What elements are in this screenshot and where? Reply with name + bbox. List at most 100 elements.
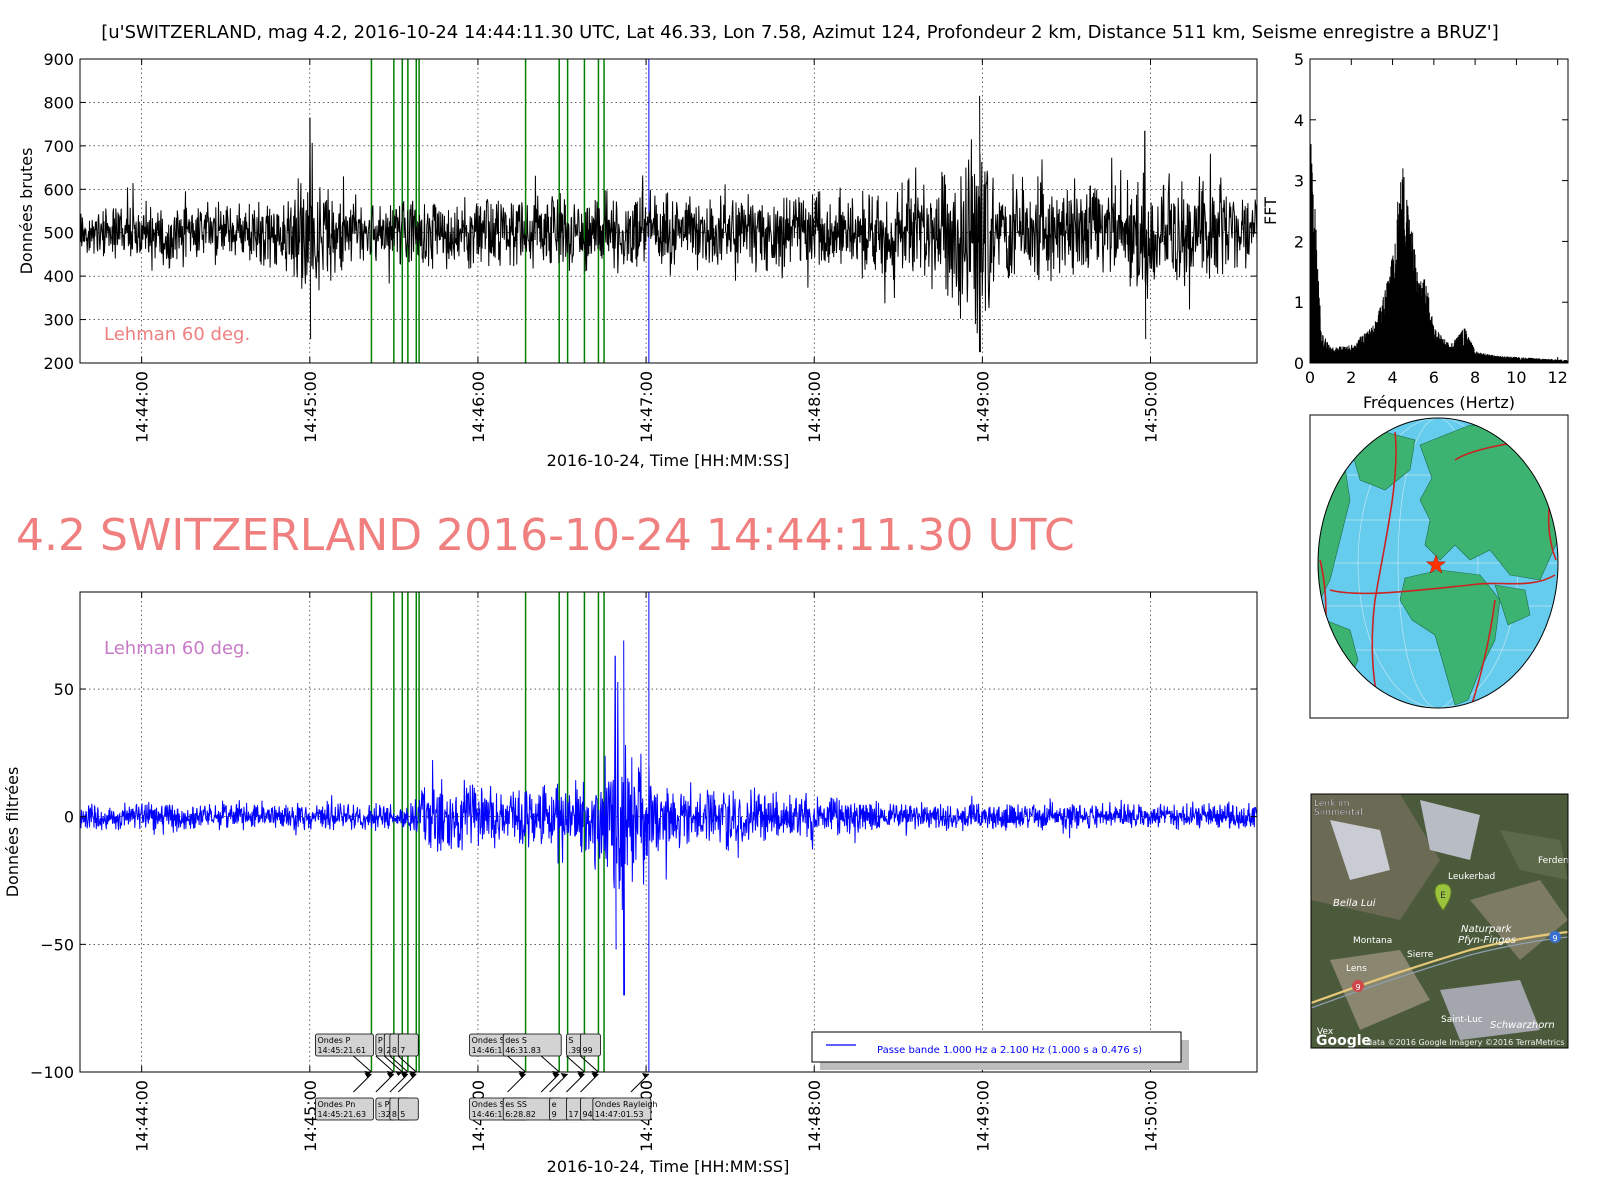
x-tick-label: 14:47:00 [637, 371, 656, 443]
phase-label-time: 5 [400, 1110, 405, 1119]
fft-y-tick-label: 0 [1294, 354, 1304, 373]
y-tick-label: 200 [43, 354, 74, 373]
fft-plot-frame [1309, 58, 1569, 364]
x-tick-label: 14:49:00 [973, 1080, 992, 1152]
phase-label-time: 6:28.82 [505, 1110, 536, 1119]
world-map [1309, 414, 1569, 719]
phase-label-name: Ondes Sn [472, 1036, 510, 1045]
phase-label-arrowhead [386, 1073, 394, 1078]
phase-label-box [502, 1033, 562, 1057]
phase-label-box [315, 1033, 374, 1057]
header-title: [u'SWITZERLAND, mag 4.2, 2016-10-24 14:4… [101, 22, 1499, 43]
fft-x-tick-label: 0 [1305, 368, 1315, 387]
phase-label-arrowhead [518, 1073, 526, 1078]
phase-label-time: .39 [568, 1046, 581, 1055]
fft-x-tick-label: 2 [1346, 368, 1356, 387]
phase-label-arrowhead [560, 1073, 568, 1078]
phase-label-name: Ondes S [472, 1100, 505, 1109]
fft-y-tick-label: 1 [1294, 293, 1304, 312]
phase-label-name: des S [505, 1036, 527, 1045]
phase-label-arrowhead [400, 1073, 408, 1078]
x-tick-label: 14:45:00 [301, 371, 320, 443]
phase-label-time: 94 [582, 1110, 592, 1119]
map-label-6: Montana [1353, 936, 1392, 946]
y-tick-label: −100 [30, 1063, 74, 1082]
phase-label-name: Ondes Pn [317, 1100, 355, 1109]
phase-label-arrowhead [409, 1073, 417, 1078]
fft-y-tick-label: 5 [1294, 50, 1304, 69]
fft-xlabel: Fréquences (Hertz) [1363, 393, 1515, 412]
x-tick-label: 14:50:00 [1142, 1080, 1161, 1152]
fft-y-tick-label: 4 [1294, 111, 1304, 130]
map-label-8: Lens [1346, 964, 1367, 974]
phase-label-arrow [580, 1055, 599, 1073]
phase-label-time: 7 [400, 1046, 405, 1055]
phase-label-time: 2 [386, 1046, 391, 1055]
phase-label-box [580, 1033, 601, 1057]
phase-label-time: 14:46:16.53 [472, 1110, 521, 1119]
satellite-map: 9 9 E Lenk im Simmental Leukerbad Ferden… [1310, 793, 1569, 1049]
map-label-2: Leukerbad [1448, 872, 1495, 882]
x-tick-label: 14:45:00 [301, 1080, 320, 1152]
phase-label-arrowhead [364, 1073, 372, 1078]
phase-label-arrow [383, 1055, 403, 1073]
fft-ylabel: FFT [1261, 197, 1280, 225]
phase-label-time: 14:45:21.61 [317, 1046, 366, 1055]
land-arabia [1494, 584, 1531, 626]
raw-plot-frame [79, 58, 1258, 364]
raw-ylabel: Données brutes [17, 148, 36, 275]
phase-labels-top: Ondes P14:45:21.61P9.14287Ondes Sn14:46:… [315, 1033, 601, 1076]
phase-label-arrowhead [395, 1071, 403, 1076]
fft-x-tick-label: 12 [1548, 368, 1568, 387]
filtered-xlabel: 2016-10-24, Time [HH:MM:SS] [547, 1157, 790, 1176]
y-tick-label: 600 [43, 180, 74, 199]
fft-x-tick-label: 10 [1506, 368, 1526, 387]
y-tick-label: 0 [64, 808, 74, 827]
phase-label-time: 14:45:21.63 [317, 1110, 366, 1119]
raw-series-line [80, 95, 1257, 353]
phase-label-arrow [397, 1055, 417, 1073]
phase-label-arrow [507, 1055, 526, 1073]
fft-x-tick-label: 4 [1387, 368, 1397, 387]
phase-label-time: 17 [568, 1110, 578, 1119]
google-logo: Google [1316, 1033, 1371, 1049]
phase-label-time: 8 [392, 1046, 397, 1055]
phase-label-arrow [353, 1055, 372, 1073]
map-attribution: data ©2016 Google Imagery ©2016 TerraMet… [1367, 1038, 1565, 1047]
phase-label-time: 14:46:16.57 [472, 1046, 521, 1055]
epicenter-star-icon [1425, 554, 1447, 574]
phase-label-name: Ondes P [317, 1036, 350, 1045]
map-label-9: Saint-Luc [1441, 1015, 1483, 1025]
map-label-4: Bella Lui [1333, 898, 1376, 909]
phase-label-name: P [378, 1036, 383, 1045]
map-pin-label: E [1440, 891, 1446, 901]
big-title: 4.2 SWITZERLAND 2016-10-24 14:44:11.30 U… [16, 510, 1075, 561]
filtered-plot-frame [79, 591, 1258, 1073]
x-tick-label: 14:48:00 [805, 371, 824, 443]
phase-label-time: 99 [582, 1046, 592, 1055]
fft-x-tick-label: 6 [1429, 368, 1439, 387]
raw-xlabel: 2016-10-24, Time [HH:MM:SS] [547, 451, 790, 470]
phase-label-time: 9 [552, 1110, 557, 1119]
phase-label-arrow [389, 1055, 409, 1073]
raw-chart: 200 300 400 500 600 700 800 900 14:44:00 14:45:0… [17, 50, 1258, 470]
phase-label-box [397, 1097, 419, 1121]
phase-label-name: e [552, 1100, 557, 1109]
y-tick-label: 300 [43, 311, 74, 330]
phase-label-arrowhead [641, 1073, 649, 1078]
phase-label-arrowhead [591, 1073, 599, 1078]
y-tick-label: 400 [43, 267, 74, 286]
filtered-ylabel: Données filtrées [3, 767, 22, 898]
map-label-simmental: Simmental [1314, 808, 1363, 818]
phase-label-arrowhead [552, 1073, 560, 1078]
map-label-lenk: Lenk im [1314, 799, 1349, 809]
road-badge-left-label: 9 [1355, 983, 1360, 992]
y-tick-label: 900 [43, 50, 74, 69]
fft-y-tick-label: 2 [1294, 232, 1304, 251]
raw-annotation: Lehman 60 deg. [104, 324, 250, 345]
phase-label-name: s P [378, 1100, 390, 1109]
y-tick-label: −50 [40, 935, 74, 954]
phase-label-box [397, 1033, 419, 1057]
